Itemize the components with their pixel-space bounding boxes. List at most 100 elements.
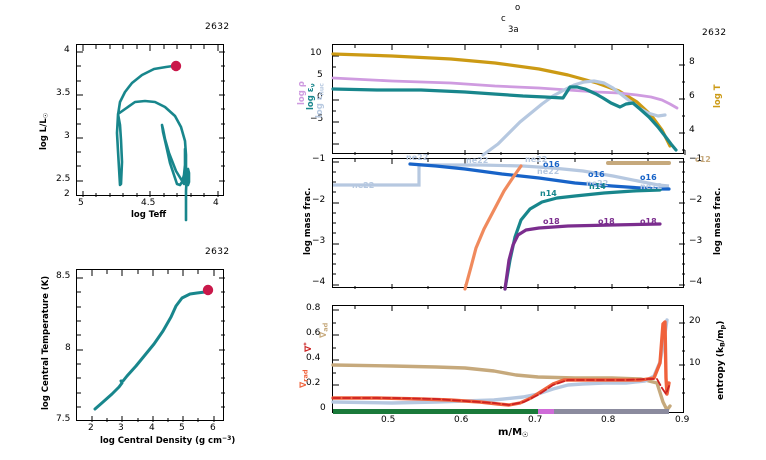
gradient-ytick-left-4: 0 [320,403,326,413]
hr-ytick-1: 3.5 [56,88,71,98]
hr-xtick-1: 4.5 [141,198,156,208]
gradient-yaxis-title-star: ∇* [302,342,314,352]
isotope-label-ne22-2: ne22 [406,153,429,162]
tcrhoc-model-number: 2632 [205,247,230,257]
structure-plot-area [331,45,686,157]
series-o18 [503,222,662,291]
series-grad-rad [331,320,671,407]
isotope-label-n14-2: n14 [540,189,557,198]
series-log-rho [331,76,679,110]
structure-ytick-left-3: −5 [310,114,324,124]
structure-profile-axes [331,44,686,157]
burn-label-o: o [515,3,521,13]
structure-ytick-right-1: 6 [689,91,695,101]
series-mg24 [463,164,523,291]
central-conditions-marker [202,284,214,296]
gradient-xtick-1: 0.6 [454,415,469,425]
tcrhoc-xtick-3: 5 [179,423,185,433]
isotope-label-o16-3: o16 [640,173,657,182]
series-o16 [408,162,671,191]
isotope-label-o18-2: o18 [598,217,615,226]
massfrac-ytick-right-3: −4 [689,277,703,287]
hr-ytick-4: 2 [64,189,70,199]
structure-yaxis-title-eps-nuc: log εnuc [315,83,326,118]
tcrhoc-xtick-2: 4 [149,423,155,433]
grad-star-sub: * [302,342,310,346]
grad-star-symbol: ∇ [303,345,314,352]
isotope-label-ne22-1: ne22 [352,181,375,190]
hr-track [115,64,191,222]
hr-yaxis-title-text: log L/L [39,118,49,150]
gradient-yaxis-title-ad: ∇ad [319,322,330,338]
massfrac-yaxis-title-left: log mass frac. [303,187,313,255]
isotope-label-c12: c12 [695,155,711,164]
structure-ytick-right-2: 4 [689,125,695,135]
gradient-xtick-4: 0.9 [675,415,690,425]
hr-plot-area [77,45,225,222]
tcrhoc-ytick-0: 8.5 [56,271,71,281]
gradient-xtick-2: 0.7 [528,415,543,425]
isotope-label-ne22-5: ne22 [537,167,560,176]
eps-nuc-text: log ε [315,95,325,118]
structure-ytick-left-0: 10 [310,48,322,58]
gradient-yaxis-title-entropy: entropy (kB/mp) [716,320,727,400]
gradient-ytick-left-0: 0.8 [306,303,321,313]
hr-diagram-panel: 2632 [0,0,290,225]
entropy-title-text: entropy (k [716,347,726,400]
massfrac-ytick-right-0: −1 [689,154,703,164]
hr-ytick-3: 2.5 [56,174,71,184]
hr-yaxis-title: log L/L☉ [39,113,50,150]
profile-panels-column: 2632 o c 3a [290,0,766,460]
tcrhoc-xaxis-title: log Central Density (g cm−3) [100,435,236,446]
series-entropy [331,318,669,405]
massfrac-ytick-left-3: −4 [312,277,326,287]
entropy-title-close: ) [716,320,726,325]
gradient-xtick-0: 0.5 [381,415,396,425]
structure-ytick-right-0: 8 [689,57,695,67]
gradient-ytick-left-1: 0.6 [306,328,321,338]
isotope-label-ne22-7: ne22 [640,182,663,191]
tcrhoc-ytick-1: 8 [65,343,71,353]
grad-rad-sub: rad [301,369,310,382]
tcrhoc-ytick-2: 7.5 [56,414,71,424]
gradient-ytick-left-2: 0.4 [306,353,321,363]
structure-yaxis-title-logT: log T [713,84,723,108]
gradient-entropy-axes [331,305,685,414]
isotope-label-n14-1: n14 [589,182,606,191]
series-log-eps-nu [331,85,678,152]
gradient-xtick-3: 0.8 [601,415,616,425]
massfrac-ytick-left-1: −2 [312,195,326,205]
gradient-yaxis-title-rad: ∇rad [299,369,310,388]
entropy-title-sub-b: B [718,342,727,348]
hr-ytick-0: 4 [64,45,70,55]
series-grad-star [332,378,670,406]
isotope-label-o18-1: o18 [543,217,560,226]
hr-ytick-2: 3 [64,131,70,141]
tcrhoc-xaxis-title-end: ) [231,435,236,446]
isotope-label-ne22-4: ne22 [525,155,548,164]
tcrhoc-xaxis-title-text: log Central Density (g cm [100,435,222,446]
tcrhoc-xaxis-title-sup: −3 [221,435,232,442]
tcrhoc-yaxis-title: log Central Temperature (K) [41,275,51,410]
burn-label-c: c [501,14,506,24]
hr-track-lower [160,123,187,187]
gradient-ytick-left-3: 0.2 [306,378,321,388]
grad-rad-symbol: ∇ [299,381,309,388]
massfrac-ytick-right-2: −3 [689,236,703,246]
isotope-label-o18-3: o18 [640,217,657,226]
tcrhoc-axes [76,269,225,422]
gradient-xaxis-title-sub: ☉ [522,429,529,439]
profile-model-number: 2632 [702,28,727,38]
gradient-ytick-right-1: 10 [689,358,701,368]
entropy-title-sub-p: p [718,324,727,330]
gradient-plot-area [331,306,685,414]
mixing-region-bar [333,409,669,414]
massfrac-ytick-left-0: −1 [312,154,326,164]
series-log-eps-nuc [481,79,667,157]
mass-fraction-axes [332,158,685,291]
burn-label-3a: 3a [508,25,519,35]
gradient-xaxis-title-text: m/M [498,427,523,438]
hr-current-model-marker [170,60,182,72]
grad-ad-sub: ad [321,322,330,332]
hr-model-number: 2632 [205,22,230,32]
